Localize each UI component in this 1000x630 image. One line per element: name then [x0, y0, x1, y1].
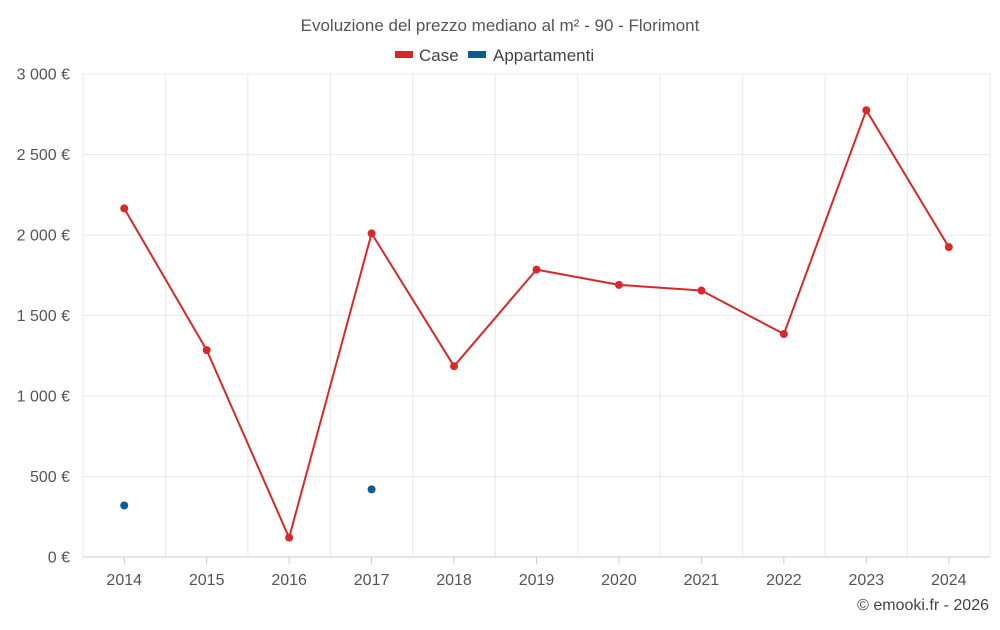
data-point-case[interactable]: [532, 265, 541, 274]
x-tick-label: 2014: [106, 572, 142, 589]
y-tick-label: 1 000 €: [17, 389, 70, 406]
data-point-case[interactable]: [285, 533, 294, 542]
x-tick-label: 2023: [849, 572, 885, 589]
x-tick-label: 2016: [271, 572, 307, 589]
credit-text: © emooki.fr - 2026: [857, 597, 989, 614]
x-axis-ticks: 2014 2015 2016 2017 2018 2019 2020 2021 2022 2023…: [106, 557, 967, 589]
series: [120, 106, 953, 542]
legend-label-case: Case: [419, 46, 459, 65]
legend-swatch-case: [395, 51, 413, 58]
series-case: [120, 106, 953, 542]
y-tick-label: 1 500 €: [17, 308, 70, 325]
y-axis-ticks: 0 € 500 € 1 000 € 1 500 € 2 000 € 2 500 € 3 00…: [17, 67, 70, 567]
data-point-case[interactable]: [367, 229, 376, 238]
legend-item-case[interactable]: Case: [395, 46, 459, 65]
legend-item-appartamenti[interactable]: Appartamenti: [468, 46, 594, 65]
legend-swatch-appartamenti: [468, 51, 486, 58]
data-point-case[interactable]: [450, 362, 459, 371]
data-point-case[interactable]: [120, 204, 129, 213]
data-point-appartamenti[interactable]: [120, 501, 129, 510]
x-tick-label: 2020: [601, 572, 637, 589]
data-point-case[interactable]: [614, 280, 623, 289]
y-tick-label: 0 €: [48, 550, 70, 567]
y-tick-label: 500 €: [30, 469, 70, 486]
data-point-case[interactable]: [779, 330, 788, 339]
series-appartamenti: [120, 485, 376, 510]
y-tick-label: 2 500 €: [17, 147, 70, 164]
data-point-appartamenti[interactable]: [367, 485, 376, 494]
x-tick-label: 2021: [684, 572, 720, 589]
gridlines: [82, 73, 991, 557]
data-point-case[interactable]: [862, 106, 871, 115]
x-tick-label: 2018: [436, 572, 472, 589]
x-tick-label: 2024: [931, 572, 967, 589]
x-tick-label: 2017: [354, 572, 390, 589]
legend-label-appartamenti: Appartamenti: [493, 46, 594, 65]
x-tick-label: 2015: [189, 572, 225, 589]
x-tick-label: 2022: [766, 572, 802, 589]
y-tick-label: 2 000 €: [17, 228, 70, 245]
legend: Case Appartamenti: [395, 46, 594, 65]
y-tick-label: 3 000 €: [17, 67, 70, 84]
data-point-case[interactable]: [202, 346, 211, 355]
x-tick-label: 2019: [519, 572, 555, 589]
data-point-case[interactable]: [697, 286, 706, 295]
data-point-case[interactable]: [944, 243, 953, 252]
chart-title: Evoluzione del prezzo mediano al m² - 90…: [301, 16, 700, 35]
